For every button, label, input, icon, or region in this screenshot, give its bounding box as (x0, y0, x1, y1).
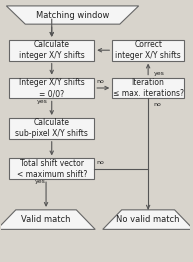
Text: no: no (154, 102, 162, 107)
Bar (9, 40, 94, 61)
Text: Total shift vector
< maximum shift?: Total shift vector < maximum shift? (17, 159, 87, 179)
Polygon shape (103, 210, 193, 229)
Bar (9, 78, 94, 99)
Polygon shape (6, 6, 139, 24)
Text: yes: yes (37, 99, 48, 103)
Text: no: no (96, 79, 104, 84)
Bar (112, 40, 184, 61)
Text: Valid match: Valid match (21, 215, 71, 224)
Text: Matching window: Matching window (36, 10, 109, 20)
Text: Calculate
sub-pixel X/Y shifts: Calculate sub-pixel X/Y shifts (15, 118, 88, 138)
Bar (112, 78, 184, 99)
Text: Iteration
≤ max. iterations?: Iteration ≤ max. iterations? (113, 78, 184, 98)
Bar (9, 158, 94, 179)
Text: Calculate
integer X/Y shifts: Calculate integer X/Y shifts (19, 40, 85, 60)
Text: no: no (96, 160, 104, 165)
Polygon shape (0, 210, 95, 229)
Text: Integer X/Y shifts
= 0/0?: Integer X/Y shifts = 0/0? (19, 78, 85, 98)
Text: yes: yes (35, 179, 46, 184)
Bar (9, 118, 94, 139)
Text: No valid match: No valid match (116, 215, 180, 224)
Text: Correct
integer X/Y shifts: Correct integer X/Y shifts (115, 40, 181, 60)
Text: yes: yes (154, 71, 165, 76)
